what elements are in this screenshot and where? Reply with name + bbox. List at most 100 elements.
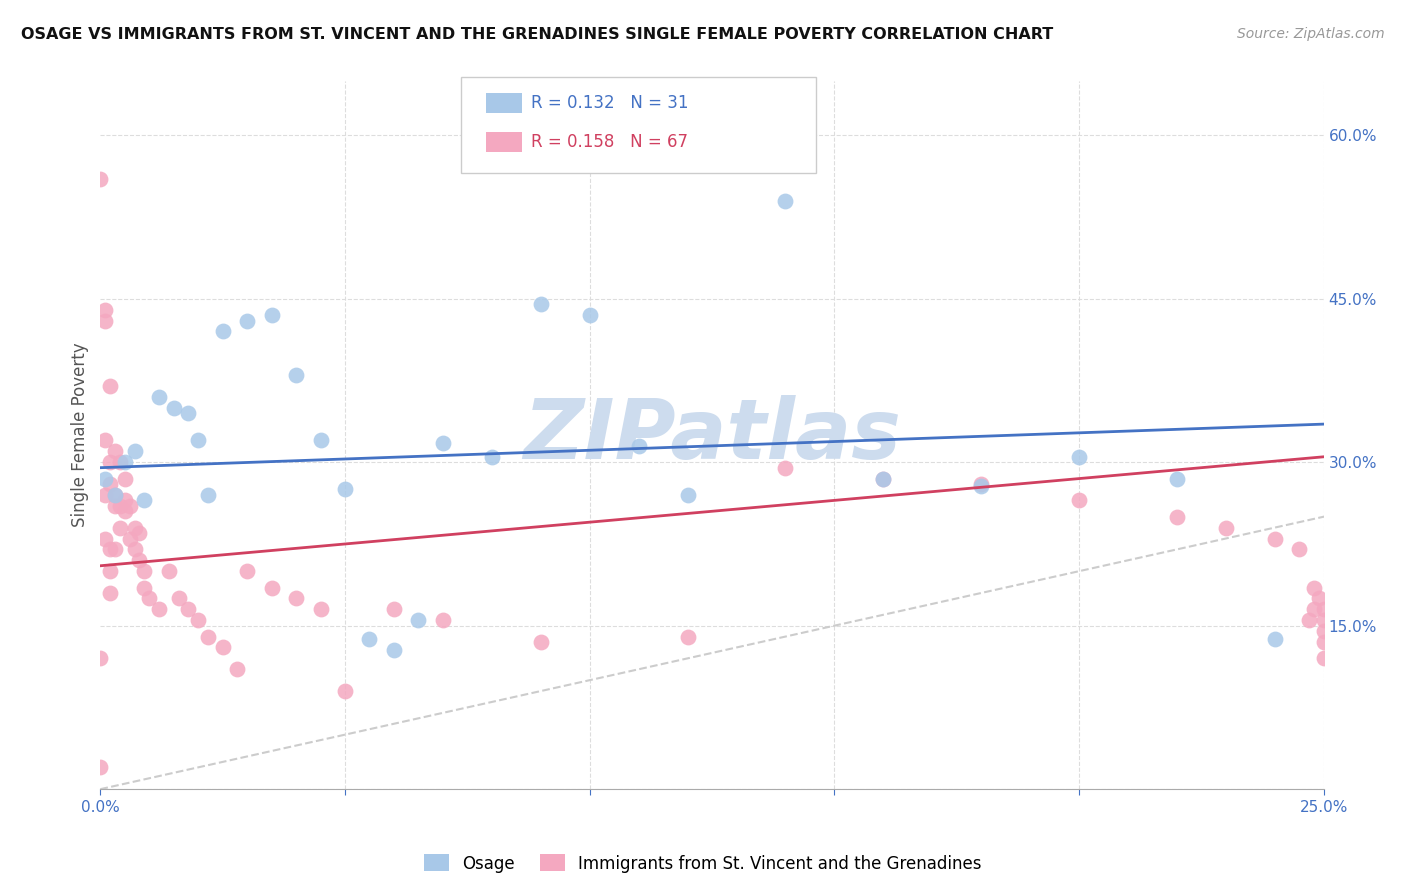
FancyBboxPatch shape: [461, 78, 815, 173]
Point: [1288, 542, 1310, 557]
Point: [775, 194, 797, 208]
Point: [1067, 450, 1090, 464]
Point: [98, 564, 121, 578]
Point: [187, 434, 209, 448]
Point: [226, 662, 249, 676]
Point: [177, 602, 200, 616]
Point: [148, 390, 170, 404]
Point: [89, 760, 111, 774]
Point: [89, 651, 111, 665]
Point: [578, 308, 600, 322]
Point: [138, 591, 160, 606]
Point: [676, 630, 699, 644]
Point: [114, 472, 136, 486]
Point: [118, 532, 141, 546]
Point: [1067, 493, 1090, 508]
FancyBboxPatch shape: [485, 93, 523, 112]
Legend: Osage, Immigrants from St. Vincent and the Grenadines: Osage, Immigrants from St. Vincent and t…: [418, 847, 988, 880]
Point: [285, 591, 308, 606]
Point: [236, 313, 259, 327]
Y-axis label: Single Female Poverty: Single Female Poverty: [72, 343, 89, 527]
Point: [872, 472, 894, 486]
Point: [98, 586, 121, 600]
Point: [530, 297, 553, 311]
Point: [285, 368, 308, 382]
Point: [128, 526, 150, 541]
Point: [124, 521, 146, 535]
Point: [187, 613, 209, 627]
Point: [481, 450, 503, 464]
Point: [970, 479, 993, 493]
Point: [114, 455, 136, 469]
Point: [1166, 472, 1188, 486]
Text: R = 0.158   N = 67: R = 0.158 N = 67: [531, 133, 688, 151]
Point: [104, 499, 127, 513]
Point: [94, 302, 117, 317]
Point: [134, 564, 156, 578]
Point: [970, 477, 993, 491]
Point: [104, 488, 127, 502]
Point: [260, 581, 283, 595]
FancyBboxPatch shape: [485, 132, 523, 152]
Point: [98, 455, 121, 469]
Point: [333, 684, 356, 698]
Text: R = 0.132   N = 31: R = 0.132 N = 31: [531, 94, 689, 112]
Point: [118, 499, 141, 513]
Point: [1312, 635, 1334, 649]
Point: [1308, 591, 1330, 606]
Point: [197, 488, 219, 502]
Text: OSAGE VS IMMIGRANTS FROM ST. VINCENT AND THE GRENADINES SINGLE FEMALE POVERTY CO: OSAGE VS IMMIGRANTS FROM ST. VINCENT AND…: [21, 27, 1053, 42]
Point: [94, 532, 117, 546]
Point: [627, 439, 650, 453]
Point: [333, 483, 356, 497]
Text: Source: ZipAtlas.com: Source: ZipAtlas.com: [1237, 27, 1385, 41]
Point: [1166, 509, 1188, 524]
Point: [382, 642, 405, 657]
Point: [1302, 581, 1324, 595]
Point: [359, 632, 381, 646]
Point: [1312, 651, 1334, 665]
Point: [104, 542, 127, 557]
Point: [94, 313, 117, 327]
Point: [98, 542, 121, 557]
Point: [432, 435, 454, 450]
Point: [94, 434, 117, 448]
Point: [197, 630, 219, 644]
Point: [134, 493, 156, 508]
Point: [108, 521, 131, 535]
Point: [211, 640, 233, 655]
Point: [94, 488, 117, 502]
Point: [134, 581, 156, 595]
Point: [89, 172, 111, 186]
Point: [530, 635, 553, 649]
Point: [114, 504, 136, 518]
Point: [104, 444, 127, 458]
Point: [163, 401, 186, 415]
Point: [177, 406, 200, 420]
Point: [1298, 613, 1320, 627]
Point: [1264, 532, 1286, 546]
Point: [114, 493, 136, 508]
Point: [236, 564, 259, 578]
Point: [94, 472, 117, 486]
Point: [108, 455, 131, 469]
Point: [1264, 632, 1286, 646]
Point: [432, 613, 454, 627]
Point: [211, 325, 233, 339]
Point: [1312, 624, 1334, 639]
Point: [775, 460, 797, 475]
Point: [408, 613, 430, 627]
Point: [167, 591, 190, 606]
Point: [1215, 521, 1237, 535]
Point: [872, 472, 894, 486]
Point: [1312, 613, 1334, 627]
Point: [98, 379, 121, 393]
Point: [124, 542, 146, 557]
Point: [1312, 602, 1334, 616]
Point: [108, 499, 131, 513]
Point: [676, 488, 699, 502]
Point: [148, 602, 170, 616]
Point: [157, 564, 180, 578]
Point: [260, 308, 283, 322]
Point: [104, 488, 127, 502]
